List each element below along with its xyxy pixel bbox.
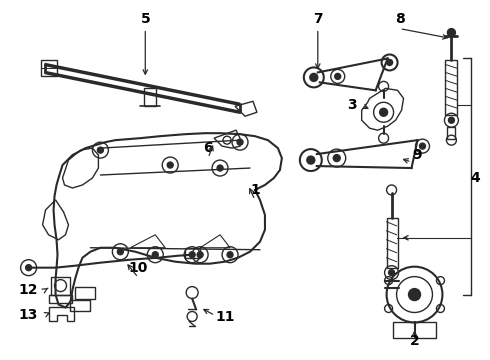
Text: 4: 4 (470, 171, 480, 185)
Circle shape (237, 139, 243, 145)
Circle shape (217, 165, 223, 171)
Circle shape (409, 289, 420, 301)
Circle shape (227, 252, 233, 258)
Circle shape (307, 156, 315, 164)
Circle shape (335, 73, 341, 80)
Bar (392, 323, 437, 338)
Text: 12: 12 (19, 283, 38, 297)
Text: 10: 10 (128, 261, 148, 275)
Text: 7: 7 (313, 12, 322, 26)
Circle shape (389, 270, 394, 276)
Circle shape (447, 28, 455, 37)
Circle shape (167, 162, 173, 168)
Bar (50, 276, 71, 294)
Bar (144, 88, 156, 106)
Text: 11: 11 (215, 310, 235, 324)
Circle shape (448, 117, 454, 123)
Text: 9: 9 (413, 148, 422, 162)
Text: 2: 2 (410, 334, 419, 348)
Bar (445, 60, 457, 115)
Bar (49, 294, 73, 302)
Circle shape (333, 154, 340, 162)
Bar (447, 127, 455, 139)
Circle shape (310, 73, 318, 81)
Text: 1: 1 (250, 183, 260, 197)
Circle shape (387, 59, 392, 66)
Text: 6: 6 (203, 141, 213, 155)
Text: 5: 5 (141, 12, 150, 26)
Bar (41, 60, 56, 76)
Circle shape (118, 249, 123, 255)
Text: 3: 3 (347, 98, 357, 112)
Circle shape (197, 252, 203, 258)
Circle shape (380, 108, 388, 116)
Circle shape (25, 265, 32, 271)
Circle shape (98, 147, 103, 153)
Text: 13: 13 (19, 309, 38, 323)
Circle shape (419, 143, 425, 149)
Circle shape (189, 252, 195, 258)
Text: 8: 8 (394, 12, 404, 26)
Bar (387, 218, 397, 268)
Circle shape (152, 252, 158, 258)
